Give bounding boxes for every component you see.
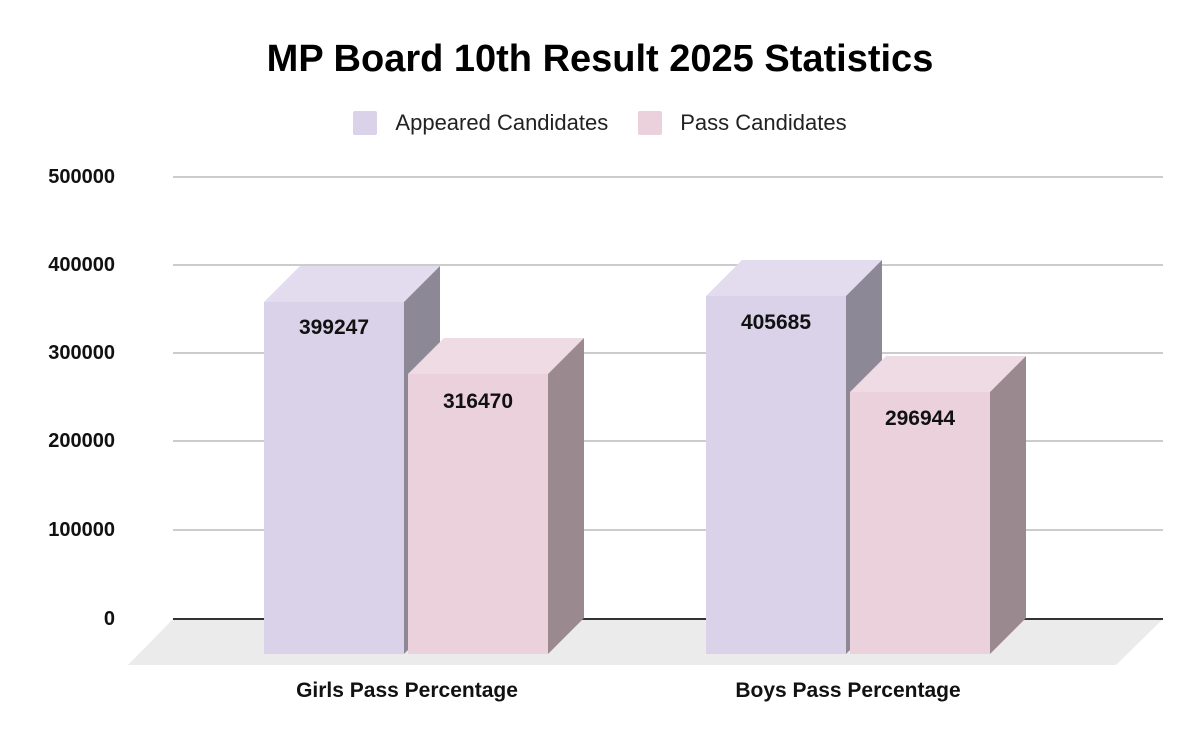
- legend: Appeared Candidates Pass Candidates: [0, 110, 1200, 136]
- y-tick-400000: 400000: [48, 254, 115, 276]
- chart-title: MP Board 10th Result 2025 Statistics: [266, 38, 934, 80]
- data-label-boys-pass: 296944: [885, 407, 955, 430]
- y-tick-0: 0: [103, 608, 115, 630]
- legend-item-pass: Pass Candidates: [638, 110, 847, 136]
- legend-swatch-pass: [638, 111, 663, 135]
- data-label-boys-appeared: 405685: [741, 311, 811, 334]
- data-label-girls-pass: 316470: [443, 390, 513, 413]
- legend-item-appeared: Appeared Candidates: [353, 110, 608, 136]
- legend-label-appeared: Appeared Candidates: [395, 110, 609, 135]
- y-tick-100000: 100000: [48, 519, 115, 541]
- y-tick-300000: 300000: [48, 342, 115, 364]
- y-tick-200000: 200000: [48, 430, 115, 452]
- legend-label-pass: Pass Candidates: [680, 110, 847, 135]
- data-label-girls-appeared: 399247: [299, 316, 369, 339]
- x-label-boys: Boys Pass Percentage: [735, 679, 961, 702]
- legend-swatch-appeared: [353, 111, 378, 135]
- y-tick-500000: 500000: [48, 166, 115, 188]
- bar-boys-pass: [850, 356, 1026, 654]
- x-label-girls: Girls Pass Percentage: [296, 679, 518, 702]
- bar-girls-pass: [408, 338, 584, 654]
